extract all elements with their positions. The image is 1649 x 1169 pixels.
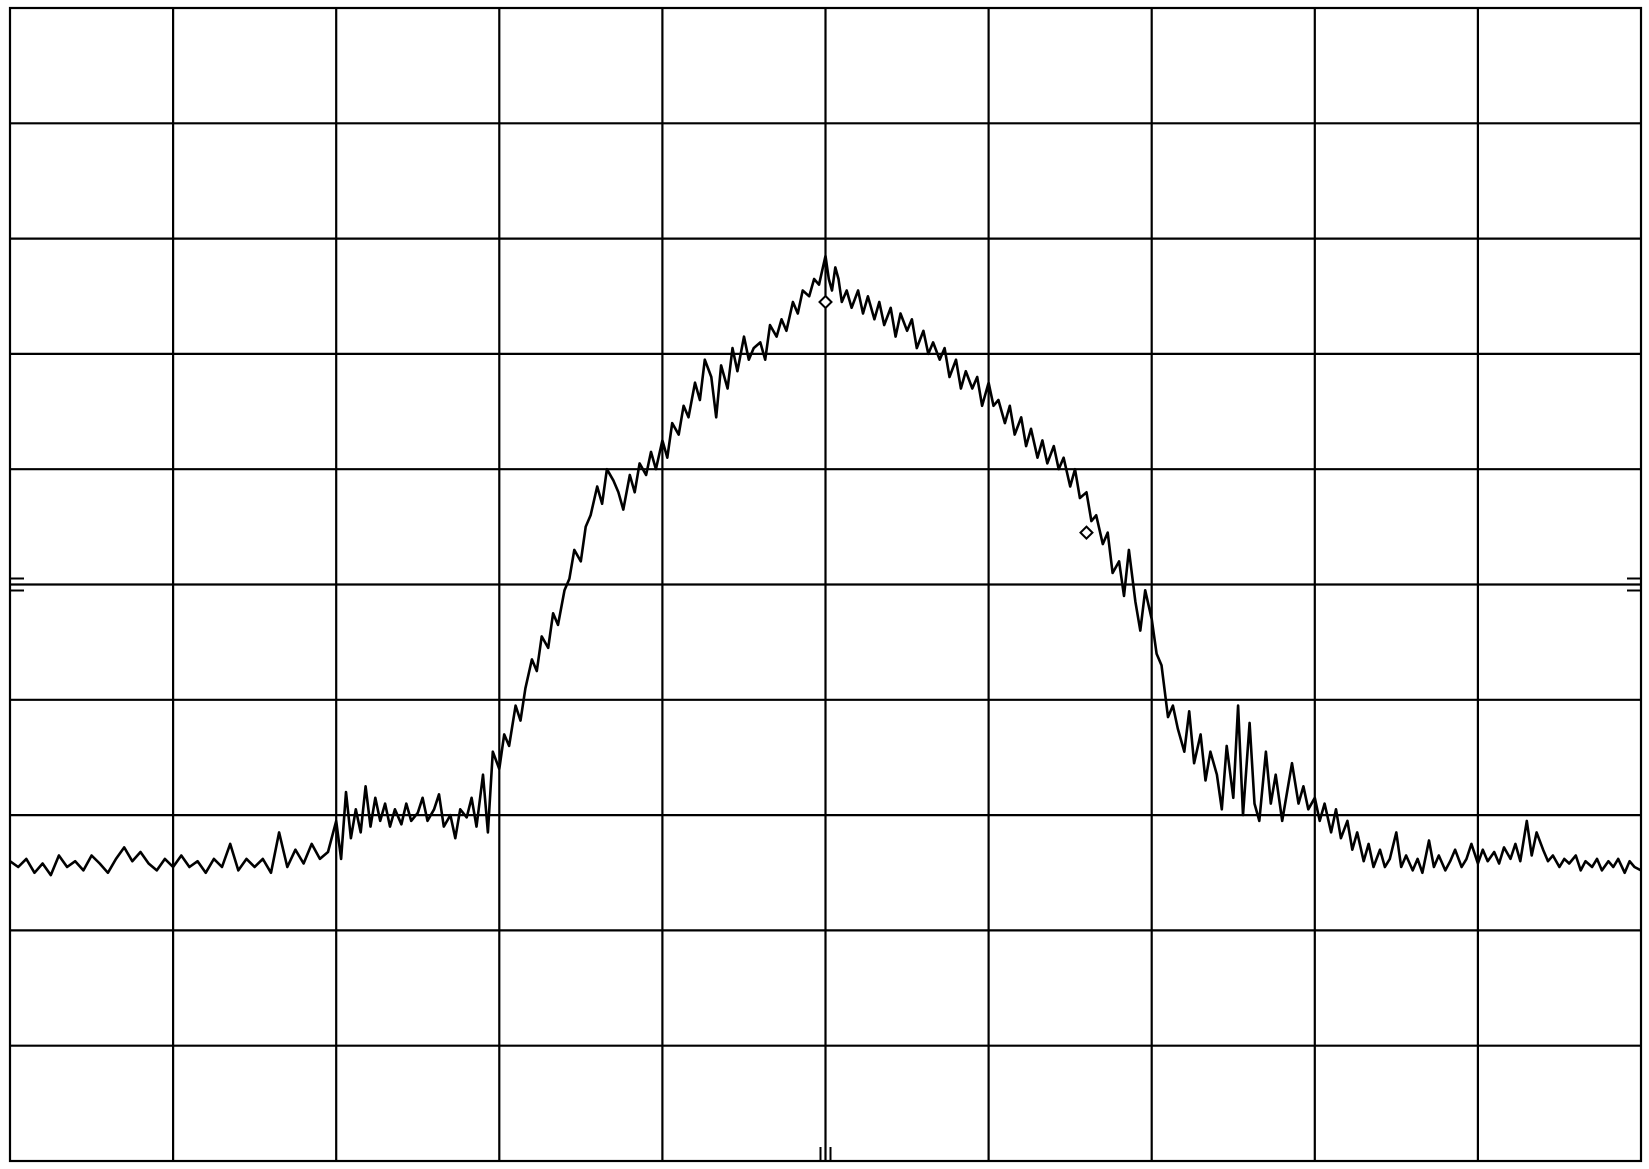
grid — [8, 6, 1643, 1163]
signal-trace — [9, 254, 1642, 877]
marker-diamond — [1079, 525, 1094, 541]
marker-diamond — [818, 294, 833, 310]
reference-ticks — [10, 577, 1641, 1161]
markers — [818, 294, 1094, 541]
